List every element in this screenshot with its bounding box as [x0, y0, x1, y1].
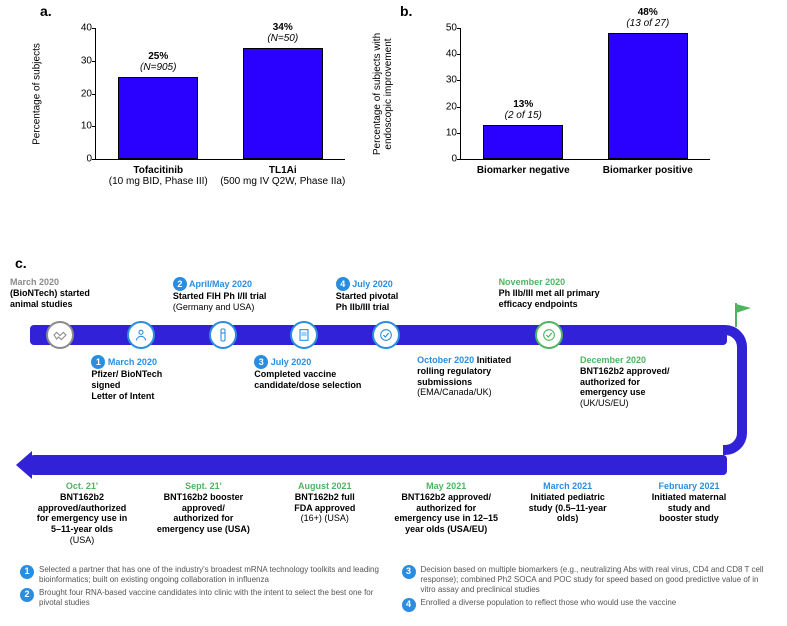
timeline-event-label: August 2021BNT162b2 fullFDA approved(16+… [265, 481, 385, 524]
bar [483, 125, 563, 159]
footnote-item: 4Enrolled a diverse population to reflec… [402, 598, 768, 612]
bar-value-label: 48%(13 of 27) [578, 7, 718, 29]
y-tick: 40 [431, 49, 457, 60]
footnote-item: 3Decision based on multiple biomarkers (… [402, 565, 768, 595]
footnote-number-badge: 3 [402, 565, 416, 579]
event-number-badge: 3 [254, 355, 268, 369]
timeline-event-label: 3 July 2020Completed vaccinecandidate/do… [254, 355, 374, 391]
timeline-event-label: November 2020Ph IIb/III met all primarye… [499, 277, 619, 309]
timeline-event-label: Oct. 21'BNT162b2approved/authorizedfor e… [22, 481, 142, 546]
timeline-node [372, 321, 400, 349]
panel-b-label: b. [400, 3, 412, 19]
y-tick: 40 [66, 23, 92, 34]
bar-value-label: 34%(N=50) [213, 22, 353, 44]
bar [118, 77, 198, 159]
footnote-number-badge: 4 [402, 598, 416, 612]
timeline-bar [30, 455, 727, 475]
timeline: March 2020(BioNTech) startedanimal studi… [20, 265, 767, 615]
timeline-arrowhead [16, 451, 32, 479]
x-category-label: Biomarker positive [568, 165, 728, 176]
y-tick: 20 [66, 88, 92, 99]
timeline-event-label: 1 March 2020Pfizer/ BioNTechsignedLetter… [91, 355, 211, 401]
timeline-event-label: March 2021Initiated pediatricstudy (0.5–… [508, 481, 628, 524]
event-number-badge: 1 [91, 355, 105, 369]
timeline-event-label: October 2020 Initiatedrolling regulatory… [417, 355, 537, 398]
timeline-event-label: 4 July 2020Started pivotalPh IIb/III tri… [336, 277, 456, 313]
y-tick: 30 [431, 75, 457, 86]
bar [243, 48, 323, 159]
y-tick: 10 [66, 121, 92, 132]
flag-icon [733, 301, 755, 330]
timeline-event-label: February 2021Initiated maternalstudy and… [629, 481, 749, 524]
y-tick: 0 [66, 154, 92, 165]
y-axis-label: Percentage of subjects with endoscopic i… [372, 24, 394, 164]
bar-value-label: 25%(N=905) [88, 51, 228, 73]
footnote-item: 1Selected a partner that has one of the … [20, 565, 386, 585]
panel-a-label: a. [40, 3, 52, 19]
y-axis-label: Percentage of subjects [32, 43, 43, 145]
timeline-event-label: 2 April/May 2020Started FIH Ph I/II tria… [173, 277, 293, 313]
timeline-event-label: Sept. 21'BNT162b2 boosterapproved/author… [143, 481, 263, 535]
bar-value-label: 13%(2 of 15) [453, 99, 593, 121]
timeline-event-label: May 2021BNT162b2 approved/authorized for… [386, 481, 506, 535]
event-number-badge: 4 [336, 277, 350, 291]
footnote-number-badge: 2 [20, 588, 34, 602]
event-number-badge: 2 [173, 277, 187, 291]
footnotes: 1Selected a partner that has one of the … [20, 565, 767, 615]
x-category-label: TL1Ai(500 mg IV Q2W, Phase IIa) [203, 165, 363, 187]
y-tick: 0 [431, 154, 457, 165]
timeline-node [46, 321, 74, 349]
timeline-event-label: December 2020BNT162b2 approved/authorize… [580, 355, 700, 409]
y-tick: 10 [431, 127, 457, 138]
chart-a: 010203040Percentage of subjects25%(N=905… [55, 10, 355, 210]
footnote-item: 2Brought four RNA-based vaccine candidat… [20, 588, 386, 608]
timeline-connector [723, 325, 747, 455]
timeline-event-label: March 2020(BioNTech) startedanimal studi… [10, 277, 130, 309]
y-tick: 50 [431, 23, 457, 34]
timeline-node [209, 321, 237, 349]
footnote-number-badge: 1 [20, 565, 34, 579]
chart-b: 01020304050Percentage of subjects with e… [420, 10, 720, 210]
timeline-node [535, 321, 563, 349]
bar [608, 33, 688, 159]
